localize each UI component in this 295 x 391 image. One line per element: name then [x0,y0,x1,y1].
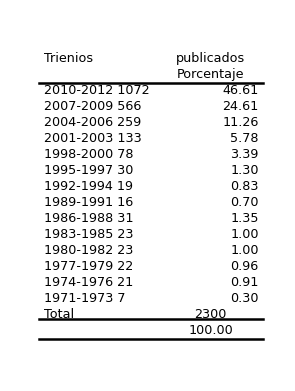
Text: 1974-1976 21: 1974-1976 21 [44,276,133,289]
Text: 2010-2012 1072: 2010-2012 1072 [44,84,149,97]
Text: 1971-1973 7: 1971-1973 7 [44,292,125,305]
Text: Total: Total [44,308,74,321]
Text: Trienios: Trienios [44,52,93,65]
Text: 1.00: 1.00 [230,244,259,257]
Text: publicados: publicados [176,52,245,65]
Text: 1.35: 1.35 [230,212,259,225]
Text: 2001-2003 133: 2001-2003 133 [44,132,142,145]
Text: 0.70: 0.70 [230,196,259,209]
Text: 0.83: 0.83 [230,180,259,193]
Text: 24.61: 24.61 [222,100,259,113]
Text: 46.61: 46.61 [222,84,259,97]
Text: 0.91: 0.91 [230,276,259,289]
Text: 2007-2009 566: 2007-2009 566 [44,100,141,113]
Text: 2004-2006 259: 2004-2006 259 [44,116,141,129]
Text: 0.30: 0.30 [230,292,259,305]
Text: 11.26: 11.26 [222,116,259,129]
Text: 1998-2000 78: 1998-2000 78 [44,148,133,161]
Text: 1986-1988 31: 1986-1988 31 [44,212,133,225]
Text: 1.30: 1.30 [230,164,259,177]
Text: 1977-1979 22: 1977-1979 22 [44,260,133,273]
Text: 1980-1982 23: 1980-1982 23 [44,244,133,257]
Text: 2300: 2300 [194,308,227,321]
Text: 100.00: 100.00 [188,324,233,337]
Text: 1983-1985 23: 1983-1985 23 [44,228,133,241]
Text: 1.00: 1.00 [230,228,259,241]
Text: 1992-1994 19: 1992-1994 19 [44,180,133,193]
Text: 1989-1991 16: 1989-1991 16 [44,196,133,209]
Text: 1995-1997 30: 1995-1997 30 [44,164,133,177]
Text: 3.39: 3.39 [230,148,259,161]
Text: Porcentaje: Porcentaje [177,68,244,81]
Text: 0.96: 0.96 [230,260,259,273]
Text: 5.78: 5.78 [230,132,259,145]
